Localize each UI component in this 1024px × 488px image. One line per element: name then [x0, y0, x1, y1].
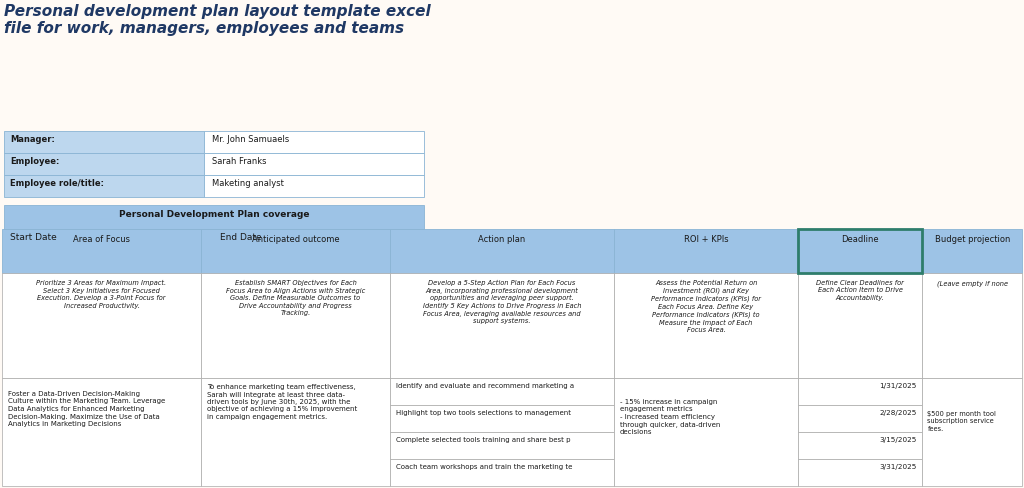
Bar — [390, 459, 614, 486]
Bar — [798, 459, 923, 486]
Bar — [4, 205, 424, 229]
Text: Establish SMART Objectives for Each
Focus Area to Align Actions with Strategic
G: Establish SMART Objectives for Each Focu… — [226, 280, 366, 316]
Bar — [214, 251, 424, 273]
Bar — [4, 229, 214, 251]
Text: - 15% increase in campaign
engagement metrics
- Increased team efficiency
throug: - 15% increase in campaign engagement me… — [620, 398, 720, 434]
Bar — [4, 176, 204, 198]
Bar — [204, 154, 424, 176]
Bar — [390, 273, 614, 378]
Bar — [390, 229, 614, 273]
Text: Maketing analyst: Maketing analyst — [212, 179, 284, 187]
Bar — [2, 378, 201, 486]
Bar — [614, 229, 798, 273]
Text: Sarah Franks: Sarah Franks — [212, 157, 266, 165]
Bar — [201, 378, 390, 486]
Text: Assess the Potential Return on
Investment (ROI) and Key
Performance Indicators (: Assess the Potential Return on Investmen… — [651, 280, 761, 332]
Text: Anticipated outcome: Anticipated outcome — [252, 235, 339, 244]
Text: Employee:: Employee: — [10, 157, 59, 165]
Bar — [390, 378, 614, 405]
Bar — [201, 229, 390, 273]
Text: (Leave empty if none: (Leave empty if none — [937, 280, 1008, 286]
Text: Action plan: Action plan — [478, 235, 525, 244]
Text: Start Date: Start Date — [10, 232, 56, 242]
Text: Employee role/title:: Employee role/title: — [10, 179, 104, 187]
Text: Develop a 5-Step Action Plan for Each Focus
Area, incorporating professional dev: Develop a 5-Step Action Plan for Each Fo… — [423, 280, 582, 324]
Text: Personal development plan layout template excel
file for work, managers, employe: Personal development plan layout templat… — [4, 4, 431, 36]
Bar — [798, 378, 923, 405]
Bar — [798, 229, 923, 273]
Bar — [798, 273, 923, 378]
Text: Budget projection: Budget projection — [935, 235, 1010, 244]
Bar — [204, 176, 424, 198]
Bar — [923, 229, 1022, 273]
Text: Complete selected tools training and share best p: Complete selected tools training and sha… — [396, 436, 570, 442]
Text: Deadline: Deadline — [842, 235, 880, 244]
Text: Prioritize 3 Areas for Maximum Impact.
Select 3 Key Initiatives for Focused
Exec: Prioritize 3 Areas for Maximum Impact. S… — [37, 280, 167, 308]
Bar — [204, 132, 424, 154]
Text: Foster a Data-Driven Decision-Making
Culture within the Marketing Team. Leverage: Foster a Data-Driven Decision-Making Cul… — [8, 390, 165, 426]
Bar — [923, 378, 1022, 486]
Bar — [4, 251, 214, 273]
Text: 3/15/2025: 3/15/2025 — [880, 436, 916, 442]
Text: 1/31/2025: 1/31/2025 — [880, 382, 916, 388]
Bar — [201, 273, 390, 378]
Text: ROI + KPIs: ROI + KPIs — [684, 235, 728, 244]
Bar — [2, 273, 201, 378]
Text: Mr. John Samuaels: Mr. John Samuaels — [212, 135, 289, 143]
Bar — [614, 273, 798, 378]
Bar — [798, 432, 923, 459]
Bar — [390, 405, 614, 432]
Text: Coach team workshops and train the marketing te: Coach team workshops and train the marke… — [396, 463, 572, 469]
Bar — [214, 229, 424, 251]
Bar — [2, 229, 201, 273]
Text: Area of Focus: Area of Focus — [73, 235, 130, 244]
Bar — [390, 432, 614, 459]
Text: Highlight top two tools selections to management: Highlight top two tools selections to ma… — [396, 409, 571, 415]
Text: Define Clear Deadlines for
Each Action Item to Drive
Accountability.: Define Clear Deadlines for Each Action I… — [816, 280, 904, 301]
Bar — [798, 405, 923, 432]
Text: To enhance marketing team effectiveness,
Sarah will integrate at least three dat: To enhance marketing team effectiveness,… — [207, 383, 357, 419]
Bar — [923, 273, 1022, 378]
Bar — [4, 154, 204, 176]
Text: Manager:: Manager: — [10, 135, 55, 143]
Text: Personal Development Plan coverage: Personal Development Plan coverage — [119, 209, 309, 219]
Text: Identify and evaluate and recommend marketing a: Identify and evaluate and recommend mark… — [396, 382, 574, 388]
Text: 3/31/2025: 3/31/2025 — [880, 463, 916, 469]
Bar — [614, 378, 798, 486]
Text: End Date: End Date — [220, 232, 261, 242]
Text: $500 per month tool
subscription service
fees.: $500 per month tool subscription service… — [928, 410, 996, 431]
Bar — [4, 132, 204, 154]
Text: 2/28/2025: 2/28/2025 — [880, 409, 916, 415]
